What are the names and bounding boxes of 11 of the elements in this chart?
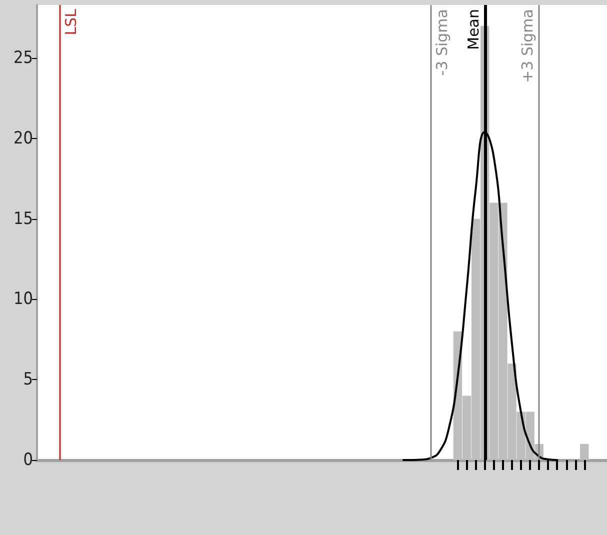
y-tick-label: 20 (14, 128, 33, 148)
y-tick-label: 25 (14, 48, 33, 68)
y-tick-label: 0 (23, 450, 33, 470)
annotation: LSL (62, 8, 80, 36)
bar (580, 444, 589, 460)
y-tick-label: 10 (14, 289, 33, 310)
y-tick-label: 15 (14, 208, 33, 229)
y-tick-label: 5 (23, 370, 33, 390)
annotation: -3 Sigma (433, 9, 452, 76)
annotation: +3 Sigma (518, 9, 537, 83)
annotation: Mean (464, 9, 482, 50)
